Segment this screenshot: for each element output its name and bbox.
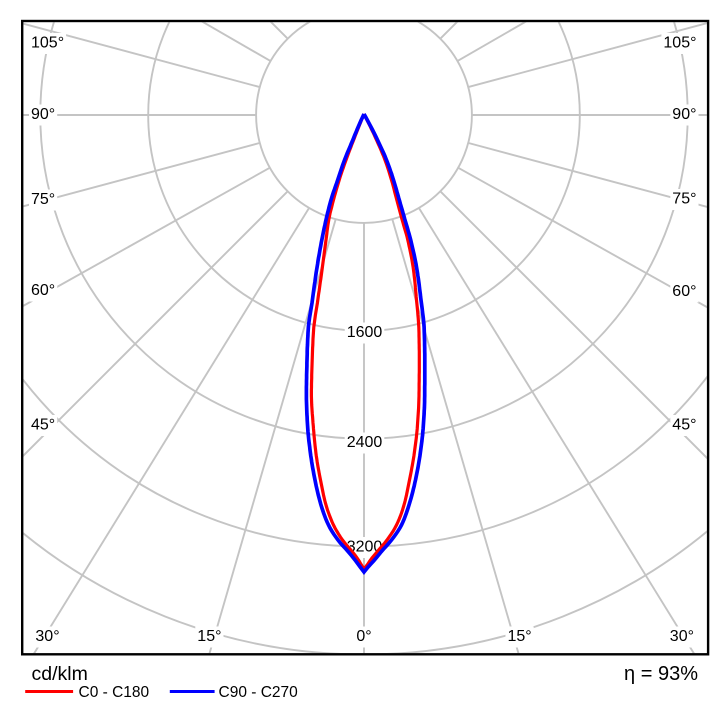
svg-text:105°: 105° <box>31 35 64 52</box>
svg-text:C0 - C180: C0 - C180 <box>79 684 150 701</box>
svg-text:60°: 60° <box>31 282 55 299</box>
svg-text:C90 - C270: C90 - C270 <box>219 684 299 701</box>
svg-text:30°: 30° <box>670 628 694 645</box>
svg-text:105°: 105° <box>663 35 696 52</box>
svg-text:cd/klm: cd/klm <box>32 663 88 685</box>
svg-text:75°: 75° <box>672 191 696 208</box>
svg-text:90°: 90° <box>672 106 696 123</box>
svg-text:0°: 0° <box>356 628 371 645</box>
svg-text:2400: 2400 <box>347 434 383 451</box>
svg-text:η = 93%: η = 93% <box>624 663 698 685</box>
svg-text:1600: 1600 <box>347 324 383 341</box>
svg-text:60°: 60° <box>672 283 696 300</box>
svg-text:15°: 15° <box>197 628 221 645</box>
svg-text:15°: 15° <box>507 628 531 645</box>
svg-text:30°: 30° <box>35 628 59 645</box>
svg-text:45°: 45° <box>672 417 696 434</box>
svg-text:75°: 75° <box>31 191 55 208</box>
svg-text:45°: 45° <box>31 417 55 434</box>
svg-text:90°: 90° <box>31 106 55 123</box>
